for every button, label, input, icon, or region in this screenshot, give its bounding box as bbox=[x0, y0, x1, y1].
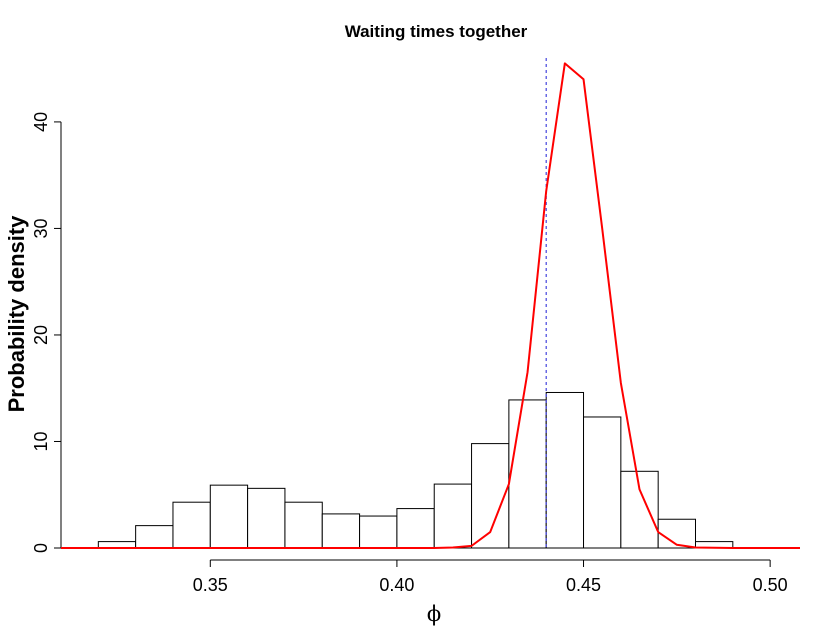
histogram-bar bbox=[321, 513, 361, 549]
y-axis-label: Probability density bbox=[4, 215, 29, 413]
histogram-bar bbox=[172, 501, 211, 549]
histogram-bar bbox=[135, 525, 174, 549]
chart-title: Waiting times together bbox=[345, 22, 528, 41]
histogram-bar bbox=[396, 508, 435, 549]
y-tick-label: 10 bbox=[31, 431, 51, 451]
x-tick-label: 0.45 bbox=[566, 575, 601, 595]
x-tick-label: 0.35 bbox=[193, 575, 228, 595]
histogram-bar bbox=[657, 518, 696, 549]
density-curve bbox=[61, 62, 800, 549]
histogram-bar bbox=[284, 501, 323, 549]
histogram-bar bbox=[433, 483, 473, 549]
histogram-bar bbox=[545, 391, 585, 549]
histogram-bar bbox=[620, 470, 659, 549]
y-tick-label: 30 bbox=[31, 218, 51, 238]
y-tick-label: 20 bbox=[31, 325, 51, 345]
histogram-bar bbox=[583, 416, 622, 549]
histogram-bar bbox=[508, 399, 547, 549]
x-tick-label: 0.40 bbox=[379, 575, 414, 595]
histogram-bar bbox=[247, 487, 286, 549]
histogram-bars bbox=[97, 391, 734, 549]
y-tick-label: 0 bbox=[31, 543, 51, 553]
histogram-bar bbox=[209, 484, 249, 549]
histogram-bar bbox=[359, 515, 398, 549]
x-tick-label: 0.50 bbox=[753, 575, 788, 595]
y-tick-label: 40 bbox=[31, 112, 51, 132]
axes: 0 10 20 30 40 0.35 0.40 0.45 0.50 bbox=[31, 112, 788, 595]
x-axis-label: ϕ bbox=[427, 602, 441, 626]
